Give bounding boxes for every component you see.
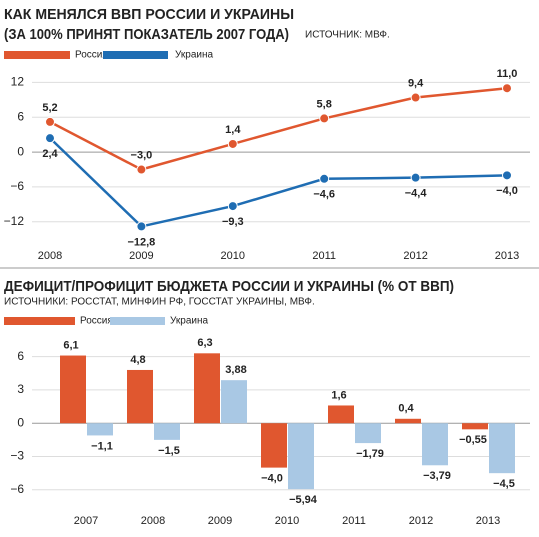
marker (136, 221, 147, 232)
x-tick-label: 2008 (141, 515, 165, 527)
bar (489, 423, 515, 474)
legend-swatch (110, 317, 165, 325)
legend-swatch (103, 51, 168, 59)
y-tick-label: 6 (17, 109, 24, 123)
marker (45, 116, 55, 127)
legend-swatch (4, 317, 75, 325)
x-tick-label: 2010 (221, 250, 245, 262)
value-label: 6,3 (197, 337, 212, 349)
y-tick-label: −6 (10, 179, 24, 193)
x-tick-label: 2012 (409, 515, 433, 527)
x-tick-label: 2013 (495, 250, 519, 262)
value-label: 11,0 (497, 68, 518, 80)
value-label: 3,88 (225, 364, 246, 376)
bar (422, 423, 448, 466)
bar (355, 423, 381, 444)
bar (87, 423, 113, 436)
line (49, 137, 508, 228)
x-tick-label: 2010 (275, 515, 299, 527)
bar (328, 405, 354, 424)
y-tick-label: 0 (17, 415, 24, 429)
value-label: −9,3 (222, 216, 244, 228)
source: ИСТОЧНИК: МВФ. (305, 30, 390, 41)
value-label: −4,4 (405, 188, 428, 200)
chart-title: КАК МЕНЯЛСЯ ВВП РОССИИ И УКРАИНЫ (4, 6, 294, 23)
x-tick-label: 2011 (342, 515, 366, 527)
value-label: −3,79 (423, 470, 451, 482)
legend-label: Украина (175, 50, 214, 61)
y-tick-label: 12 (11, 75, 25, 89)
value-label: 6,1 (63, 339, 78, 351)
marker (502, 170, 512, 181)
marker (319, 173, 330, 184)
bar (288, 423, 314, 490)
value-label: −5,94 (289, 494, 318, 506)
marker (227, 138, 238, 149)
value-label: −4,6 (313, 189, 335, 201)
value-label: −1,79 (356, 448, 384, 460)
marker (319, 113, 330, 124)
value-label: 5,8 (317, 98, 332, 110)
bar (221, 380, 247, 424)
value-label: 0,4 (398, 403, 414, 415)
x-tick-label: 2011 (312, 250, 336, 262)
bar (60, 355, 86, 424)
y-tick-label: −3 (10, 449, 24, 463)
x-tick-label: 2012 (403, 250, 427, 262)
bar (462, 423, 488, 430)
marker (410, 92, 421, 103)
value-label: 9,4 (408, 77, 424, 89)
legend-swatch (4, 51, 70, 59)
value-label: −3,0 (131, 149, 153, 161)
value-label: −0,55 (459, 434, 487, 446)
value-label: −4,0 (261, 473, 283, 485)
value-label: −12,8 (127, 236, 155, 248)
x-tick-label: 2009 (129, 250, 153, 262)
x-tick-label: 2009 (208, 515, 232, 527)
chart-title: ДЕФИЦИТ/ПРОФИЦИТ БЮДЖЕТА РОССИИ И УКРАИН… (4, 278, 454, 295)
value-label: 5,2 (42, 102, 57, 114)
source: ИСТОЧНИКИ: РОССТАТ, МИНФИН РФ, ГОССТАТ У… (4, 297, 315, 308)
y-tick-label: 0 (17, 144, 24, 158)
y-tick-label: 3 (17, 382, 24, 396)
marker (45, 133, 55, 144)
line (49, 86, 508, 171)
value-label: 1,6 (331, 389, 346, 401)
legend-label: Украина (170, 316, 209, 327)
y-tick-label: −6 (10, 482, 24, 496)
bar (154, 423, 180, 440)
marker (136, 164, 147, 175)
chart-subtitle: (ЗА 100% ПРИНЯТ ПОКАЗАТЕЛЬ 2007 ГОДА) (4, 26, 289, 43)
legend-label: Россия (80, 316, 113, 327)
legend-label: Россия (75, 50, 108, 61)
value-label: −1,5 (158, 445, 180, 457)
marker (502, 83, 512, 94)
bar (127, 369, 153, 424)
value-label: −4,5 (493, 478, 515, 490)
bar (395, 418, 421, 424)
y-tick-label: 6 (17, 349, 24, 363)
value-label: −4,0 (496, 185, 518, 197)
x-tick-label: 2007 (74, 515, 98, 527)
value-label: 2,4 (42, 148, 58, 160)
bar (194, 353, 220, 424)
bar (261, 423, 287, 468)
marker (410, 172, 421, 183)
value-label: 1,4 (225, 124, 241, 136)
y-tick-label: −12 (4, 214, 25, 228)
x-tick-label: 2013 (476, 515, 500, 527)
value-label: −1,1 (91, 440, 113, 452)
marker (227, 201, 238, 212)
value-label: 4,8 (130, 354, 145, 366)
x-tick-label: 2008 (38, 250, 62, 262)
